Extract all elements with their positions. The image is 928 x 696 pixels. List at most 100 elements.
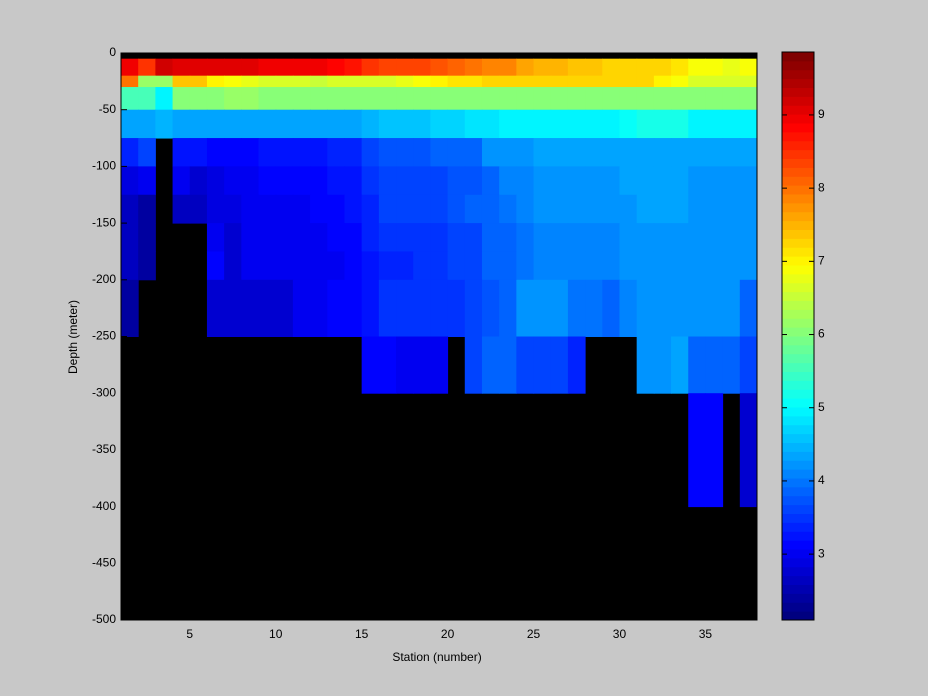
heat-cell: [361, 109, 380, 139]
heat-cell: [224, 109, 242, 139]
heat-cell: [344, 166, 363, 196]
heat-cell: [292, 279, 311, 337]
heat-cell: [688, 87, 706, 111]
colorbar-swatch: [782, 256, 814, 266]
heat-cell: [310, 166, 328, 196]
heat-cell: [481, 279, 500, 337]
heat-cell: [499, 75, 517, 88]
heat-cell: [585, 109, 603, 139]
colorbar-swatch: [782, 389, 814, 399]
colorbar-swatch: [782, 176, 814, 186]
heat-cell: [722, 251, 741, 281]
heat-cell: [327, 75, 345, 88]
heat-cell: [602, 223, 620, 252]
colorbar-swatch: [782, 327, 814, 337]
heat-cell: [567, 87, 586, 111]
colorbar-swatch: [782, 229, 814, 239]
heat-cell: [224, 251, 242, 281]
heat-cell: [206, 109, 225, 139]
x-tick-label: 15: [355, 627, 369, 641]
heat-cell: [378, 109, 397, 139]
colorbar-swatch: [782, 247, 814, 257]
heat-cell: [516, 194, 535, 224]
heat-cell: [722, 279, 741, 337]
heat-cell: [327, 58, 345, 77]
heat-cell: [481, 223, 500, 252]
heat-cell: [688, 58, 706, 77]
heat-cell: [688, 393, 706, 508]
colorbar-swatch: [782, 380, 814, 390]
heat-cell: [739, 58, 758, 77]
heat-cell: [585, 223, 603, 252]
heat-cell: [585, 87, 603, 111]
heat-cell: [481, 251, 500, 281]
heat-cell: [585, 75, 603, 88]
colorbar-swatch: [782, 611, 814, 621]
heat-cell: [310, 58, 328, 77]
heat-cell: [430, 194, 449, 224]
colorbar-swatch: [782, 522, 814, 532]
heat-cell: [206, 87, 225, 111]
heat-cell: [722, 138, 741, 167]
heat-cell: [739, 75, 758, 88]
heat-cell: [722, 336, 741, 394]
heat-cell: [602, 58, 620, 77]
heat-cell: [671, 87, 689, 111]
heat-cell: [447, 109, 466, 139]
heat-cell: [653, 279, 672, 337]
colorbar-tick-label: 3: [818, 546, 825, 560]
heat-cell: [275, 194, 294, 224]
heat-cell: [499, 138, 517, 167]
heat-cell: [499, 336, 517, 394]
y-tick-label: -150: [92, 215, 116, 229]
heat-cell: [138, 251, 156, 281]
heat-cell: [533, 58, 552, 77]
heat-cell: [705, 75, 724, 88]
heat-cell: [602, 166, 620, 196]
heat-cell: [396, 75, 414, 88]
colorbar-swatch: [782, 220, 814, 230]
heat-cell: [430, 109, 449, 139]
y-axis-label: Depth (meter): [66, 300, 80, 374]
heat-cell: [224, 279, 242, 337]
heat-cell: [396, 194, 414, 224]
heat-cell: [241, 223, 260, 252]
heat-cell: [292, 109, 311, 139]
heat-cell: [310, 223, 328, 252]
heat-cell: [705, 109, 724, 139]
heat-cell: [275, 109, 294, 139]
heat-cell: [344, 279, 363, 337]
heat-cell: [189, 166, 208, 196]
heat-cell: [499, 58, 517, 77]
heat-cell: [172, 194, 191, 224]
heat-cell: [567, 138, 586, 167]
colorbar-swatch: [782, 451, 814, 461]
heat-cell: [516, 87, 535, 111]
heat-cell: [653, 166, 672, 196]
heat-cell: [705, 393, 724, 508]
colorbar-swatch: [782, 407, 814, 417]
heat-cell: [481, 58, 500, 77]
colorbar-swatch: [782, 185, 814, 195]
heat-cell: [464, 58, 483, 77]
heat-cell: [224, 194, 242, 224]
heat-cell: [722, 166, 741, 196]
heat-cell: [705, 336, 724, 394]
heat-cell: [241, 166, 260, 196]
heat-cell: [121, 251, 139, 281]
heat-cell: [550, 58, 569, 77]
heat-cell: [396, 251, 414, 281]
heat-cell: [396, 58, 414, 77]
heat-cell: [636, 138, 655, 167]
heat-cell: [585, 194, 603, 224]
heat-cell: [430, 138, 449, 167]
y-tick-label: -350: [92, 442, 116, 456]
heat-cell: [327, 223, 345, 252]
heat-cell: [739, 336, 758, 394]
heat-cell: [396, 166, 414, 196]
heat-cell: [636, 194, 655, 224]
heat-cell: [550, 87, 569, 111]
heat-cell: [499, 279, 517, 337]
heat-cell: [636, 75, 655, 88]
heat-cell: [275, 279, 294, 337]
